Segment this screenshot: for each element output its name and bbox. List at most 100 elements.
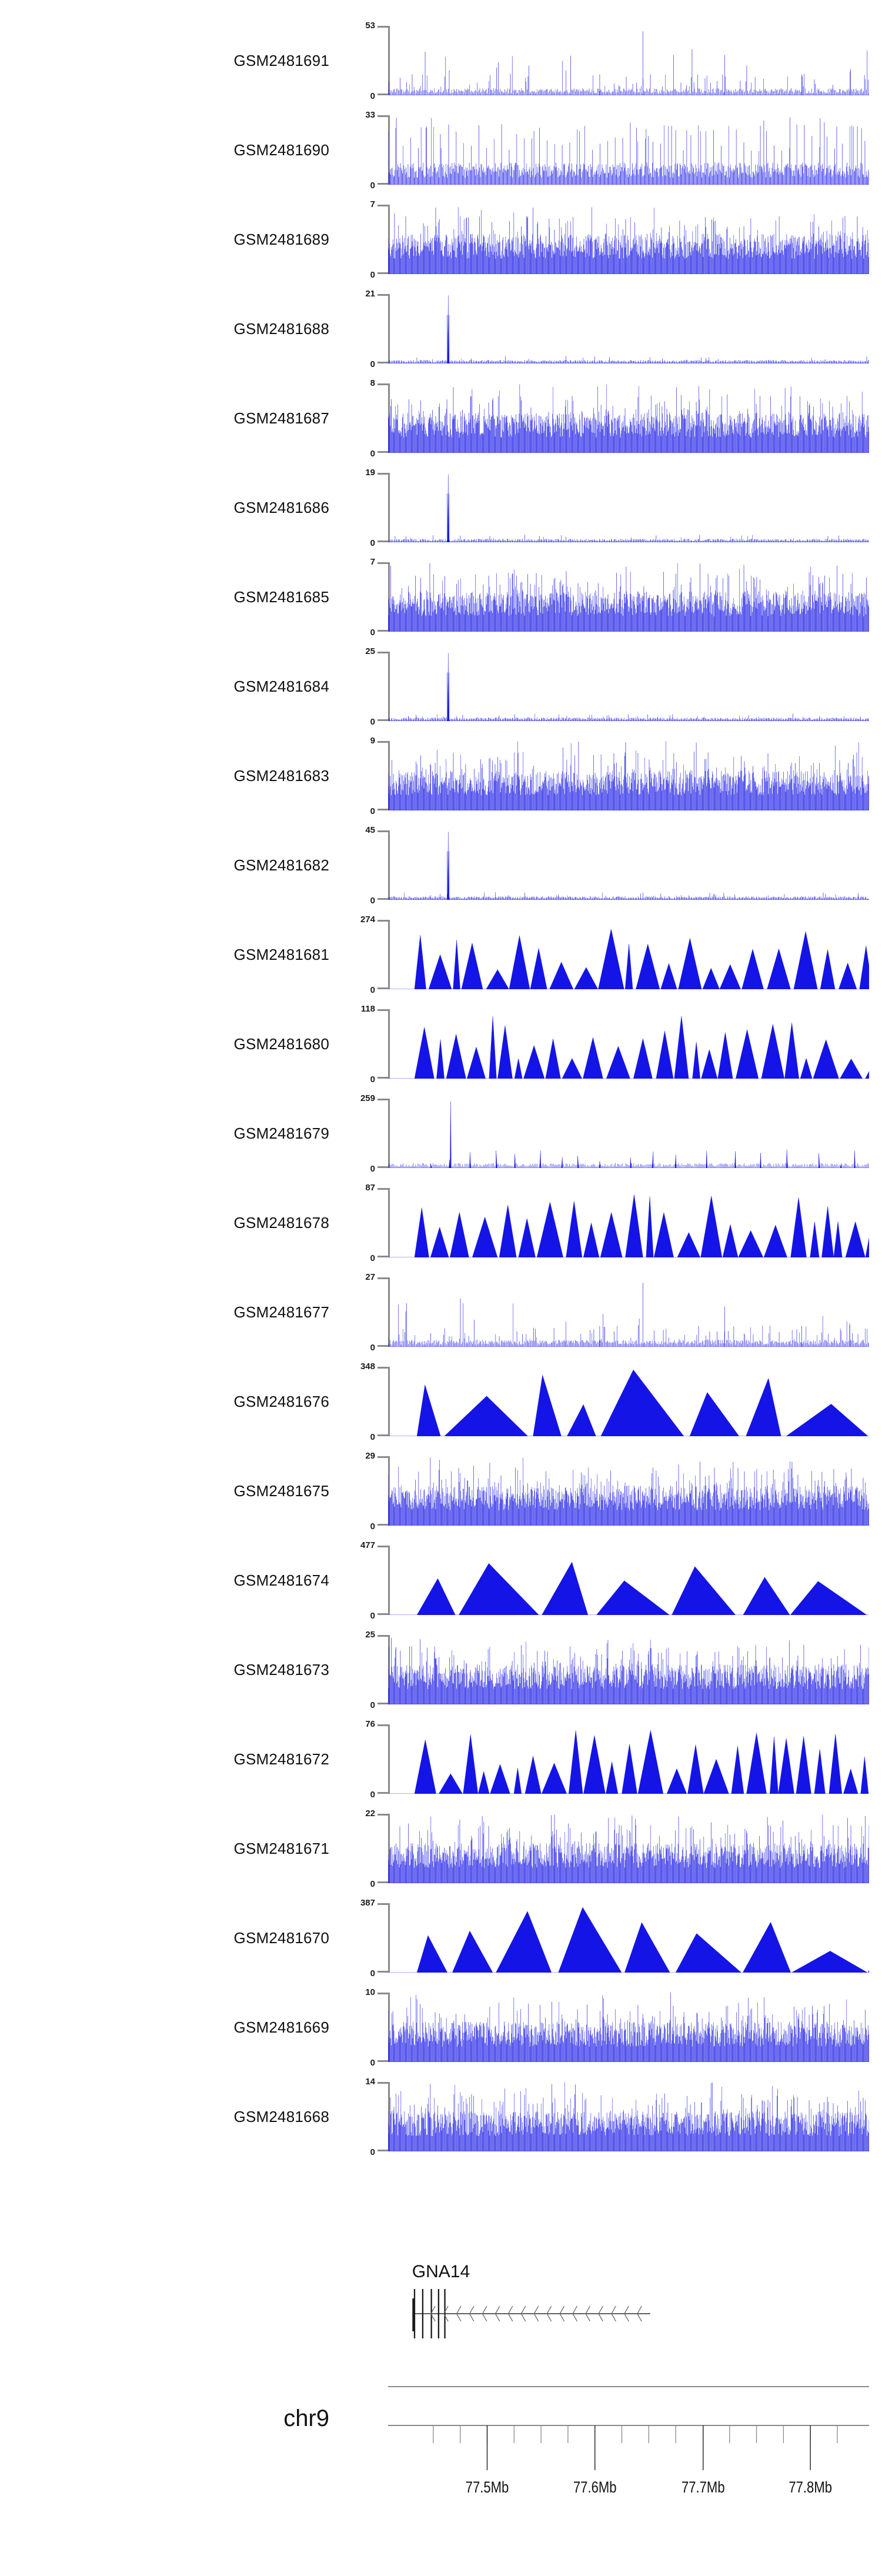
y-axis-tick-min	[377, 94, 390, 95]
coverage-plot[interactable]	[388, 1099, 869, 1168]
coverage-track[interactable]: GSM2481686 19 0	[0, 465, 882, 554]
coverage-plot[interactable]	[388, 205, 869, 274]
y-axis-tick-max	[377, 652, 390, 653]
y-axis-tick-max	[377, 920, 390, 922]
coverage-track[interactable]: GSM2481687 8 0	[0, 375, 882, 465]
y-axis-tick-max	[377, 1814, 390, 1816]
coverage-track[interactable]: GSM2481670 387 0	[0, 1895, 882, 1984]
coverage-track[interactable]: GSM2481675 29 0	[0, 1448, 882, 1537]
y-axis-max-label: 87	[365, 1183, 375, 1193]
coverage-track[interactable]: GSM2481679 259 0	[0, 1090, 882, 1180]
coverage-plot[interactable]	[388, 473, 869, 542]
coverage-track[interactable]: GSM2481690 33 0	[0, 107, 882, 196]
coverage-plot[interactable]	[388, 26, 869, 95]
chromosome-label: chr9	[283, 2405, 329, 2431]
coverage-plot[interactable]	[388, 1367, 869, 1436]
coverage-plot[interactable]	[388, 1635, 869, 1704]
y-axis-max-label: 9	[370, 736, 375, 746]
coverage-plot[interactable]	[388, 1724, 869, 1794]
y-axis-tick-max	[377, 741, 390, 743]
gene-annotation-track[interactable]: GNA14	[0, 2258, 882, 2347]
coverage-track[interactable]: GSM2481684 25 0	[0, 643, 882, 733]
coverage-plot[interactable]	[388, 1188, 869, 1257]
svg-text:77.6Mb: 77.6Mb	[573, 2479, 617, 2497]
track-sample-label: GSM2481675	[233, 1482, 329, 1500]
track-sample-label: GSM2481689	[233, 231, 329, 248]
y-axis-max-label: 7	[370, 199, 375, 209]
coverage-track[interactable]: GSM2481674 477 0	[0, 1537, 882, 1627]
coverage-track[interactable]: GSM2481678 87 0	[0, 1180, 882, 1269]
coverage-track[interactable]: GSM2481673 25 0	[0, 1627, 882, 1716]
coverage-plot[interactable]	[388, 1903, 869, 1973]
y-axis-min-label: 0	[370, 1432, 375, 1442]
track-y-axis: 76 0	[365, 1719, 392, 1800]
y-axis-min-label: 0	[370, 717, 375, 727]
track-sample-label: GSM2481684	[233, 678, 329, 695]
coverage-track[interactable]: GSM2481677 27 0	[0, 1269, 882, 1359]
y-axis-line	[388, 1099, 390, 1168]
y-axis-tick-min	[377, 987, 390, 989]
coverage-track[interactable]: GSM2481689 7 0	[0, 196, 882, 286]
coverage-track[interactable]: GSM2481676 348 0	[0, 1359, 882, 1448]
coverage-plot[interactable]	[388, 652, 869, 721]
genome-coordinate-axis[interactable]: 77.5Mb 77.6Mb 77.7Mb 77.8Mb	[388, 2382, 869, 2523]
y-axis-tick-min	[377, 1613, 390, 1615]
gene-model-glyph[interactable]	[388, 2281, 869, 2340]
coverage-plot[interactable]	[388, 1009, 869, 1079]
coverage-track[interactable]: GSM2481688 21 0	[0, 286, 882, 375]
track-y-axis: 10 0	[365, 1987, 392, 2068]
y-axis-min-label: 0	[370, 1879, 375, 1889]
coverage-track[interactable]: GSM2481672 76 0	[0, 1716, 882, 1806]
y-axis-tick-max	[377, 2082, 390, 2084]
track-sample-label: GSM2481671	[233, 1840, 329, 1857]
track-sample-label: GSM2481670	[233, 1929, 329, 1947]
y-axis-tick-min	[377, 1971, 390, 1973]
y-axis-tick-max	[377, 1367, 390, 1369]
y-axis-line	[388, 294, 390, 363]
coverage-plot[interactable]	[388, 1546, 869, 1615]
coverage-track[interactable]: GSM2481681 274 0	[0, 912, 882, 1001]
y-axis-tick-min	[377, 1792, 390, 1794]
y-axis-tick-max	[377, 830, 390, 832]
coverage-plot[interactable]	[388, 1456, 869, 1526]
coverage-track[interactable]: GSM2481671 22 0	[0, 1806, 882, 1895]
y-axis-tick-max	[377, 383, 390, 385]
y-axis-min-label: 0	[370, 2058, 375, 2068]
coverage-track[interactable]: GSM2481691 53 0	[0, 18, 882, 107]
coverage-plot[interactable]	[388, 1277, 869, 1347]
track-y-axis: 87 0	[365, 1183, 392, 1263]
y-axis-line	[388, 1993, 390, 2062]
y-axis-min-label: 0	[370, 1164, 375, 1174]
track-sample-label: GSM2481678	[233, 1214, 329, 1232]
svg-text:77.8Mb: 77.8Mb	[789, 2479, 832, 2497]
y-axis-line	[388, 1188, 390, 1257]
track-sample-label: GSM2481676	[233, 1393, 329, 1410]
coverage-plot[interactable]	[388, 115, 869, 185]
y-axis-tick-min	[377, 1256, 390, 1257]
track-sample-label: GSM2481687	[233, 409, 329, 427]
coverage-track[interactable]: GSM2481669 10 0	[0, 1984, 882, 2074]
track-sample-label: GSM2481683	[233, 767, 329, 785]
y-axis-tick-min	[377, 719, 390, 721]
coverage-plot[interactable]	[388, 1993, 869, 2062]
coverage-plot[interactable]	[388, 920, 869, 989]
coverage-plot[interactable]	[388, 741, 869, 810]
coverage-plot[interactable]	[388, 1814, 869, 1883]
coverage-plot[interactable]	[388, 830, 869, 900]
coverage-track[interactable]: GSM2481682 45 0	[0, 822, 882, 912]
y-axis-tick-max	[377, 1993, 390, 1994]
coverage-track[interactable]: GSM2481668 14 0	[0, 2074, 882, 2163]
coverage-plot[interactable]	[388, 294, 869, 363]
coverage-track[interactable]: GSM2481680 118 0	[0, 1001, 882, 1090]
y-axis-tick-max	[377, 205, 390, 206]
coverage-plot[interactable]	[388, 562, 869, 632]
coverage-plot[interactable]	[388, 2082, 869, 2151]
track-y-axis: 29 0	[365, 1451, 392, 1531]
y-axis-max-label: 21	[365, 289, 375, 299]
coverage-track[interactable]: GSM2481683 9 0	[0, 733, 882, 822]
coverage-plot[interactable]	[388, 383, 869, 453]
y-axis-line	[388, 920, 390, 989]
y-axis-tick-max	[377, 1456, 390, 1458]
y-axis-min-label: 0	[370, 1343, 375, 1353]
coverage-track[interactable]: GSM2481685 7 0	[0, 554, 882, 643]
